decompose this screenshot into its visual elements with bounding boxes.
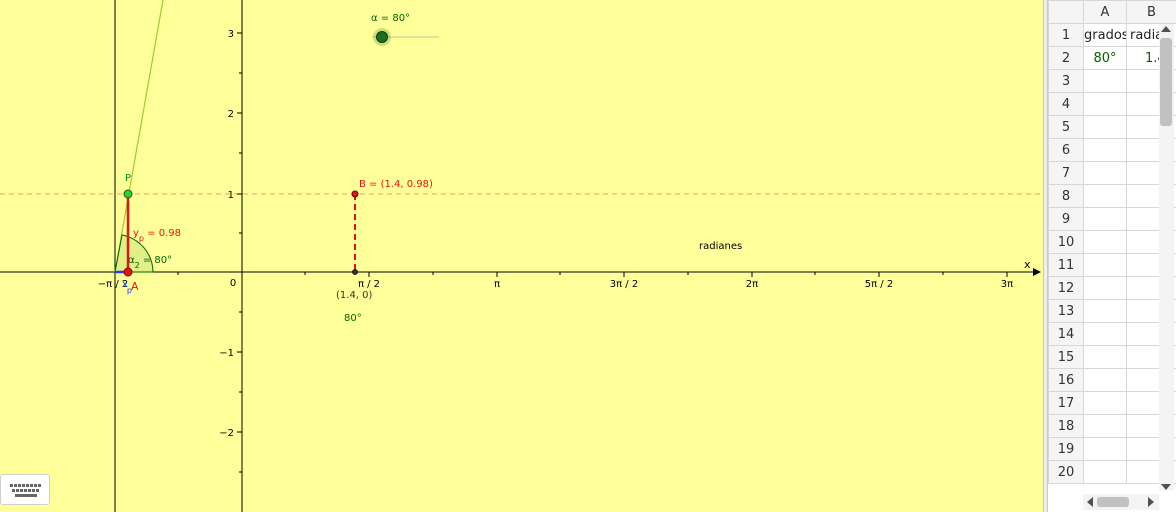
col-header-b[interactable]: B bbox=[1126, 0, 1176, 24]
row-header[interactable]: 5 bbox=[1048, 115, 1084, 139]
cell[interactable] bbox=[1083, 391, 1127, 415]
cell[interactable] bbox=[1083, 184, 1127, 208]
radianes-text: radianes bbox=[699, 241, 742, 252]
y-tick-label: −2 bbox=[219, 428, 234, 439]
cell-a1[interactable]: grados bbox=[1083, 23, 1127, 47]
x-tick-label: π bbox=[494, 279, 500, 290]
view-divider[interactable] bbox=[1043, 0, 1048, 512]
row-header[interactable]: 13 bbox=[1048, 299, 1084, 323]
slider-label: α = 80° bbox=[371, 13, 410, 24]
cell[interactable] bbox=[1083, 345, 1127, 369]
row-header[interactable]: 19 bbox=[1048, 437, 1084, 461]
cell[interactable] bbox=[1083, 322, 1127, 346]
slider-knob[interactable] bbox=[376, 31, 388, 43]
x-axis-arrow bbox=[1033, 268, 1041, 276]
x-tick-label: 3π bbox=[1001, 279, 1013, 290]
x-tick-label: π / 2 bbox=[358, 279, 380, 290]
cell[interactable] bbox=[1083, 368, 1127, 392]
cell[interactable] bbox=[1083, 92, 1127, 116]
row-header[interactable]: 8 bbox=[1048, 184, 1084, 208]
vertical-scrollbar[interactable] bbox=[1159, 24, 1174, 490]
x-tick-label: 0 bbox=[230, 278, 236, 289]
col-header-a[interactable]: A bbox=[1083, 0, 1127, 24]
scroll-left-icon[interactable] bbox=[1087, 497, 1093, 507]
cell[interactable] bbox=[1083, 276, 1127, 300]
yp-subscript: p bbox=[139, 234, 144, 243]
cell[interactable] bbox=[1083, 115, 1127, 139]
cell[interactable] bbox=[1083, 460, 1127, 484]
cell[interactable] bbox=[1083, 253, 1127, 277]
yp-label: yp = 0.98 bbox=[133, 228, 181, 243]
row-header[interactable]: 16 bbox=[1048, 368, 1084, 392]
point-p[interactable] bbox=[123, 189, 133, 199]
point-b[interactable] bbox=[351, 190, 359, 198]
row-header[interactable]: 2 bbox=[1048, 46, 1084, 70]
row-header[interactable]: 6 bbox=[1048, 138, 1084, 162]
row-header[interactable]: 18 bbox=[1048, 414, 1084, 438]
vertical-scroll-thumb[interactable] bbox=[1160, 38, 1172, 126]
row-header[interactable]: 12 bbox=[1048, 276, 1084, 300]
point-a[interactable] bbox=[123, 267, 133, 277]
xp-label: xp bbox=[122, 279, 132, 295]
cell[interactable] bbox=[1083, 414, 1127, 438]
cell-a2[interactable]: 80° bbox=[1083, 46, 1127, 70]
row-header[interactable]: 9 bbox=[1048, 207, 1084, 231]
y-ticks bbox=[237, 32, 242, 473]
x-tick-label: 3π / 2 bbox=[610, 279, 638, 290]
scroll-down-icon[interactable] bbox=[1161, 484, 1171, 490]
row-header[interactable]: 20 bbox=[1048, 460, 1084, 484]
foot-label: (1.4, 0) bbox=[336, 290, 373, 301]
graphics-view[interactable]: x −π / 2 0 π / 2 π 3π / 2 2π 5π / bbox=[0, 0, 1043, 512]
angle-sector bbox=[114, 234, 154, 273]
corner-cell[interactable] bbox=[1048, 0, 1084, 24]
row-header[interactable]: 4 bbox=[1048, 92, 1084, 116]
x-tick-label: 5π / 2 bbox=[865, 279, 893, 290]
point-foot[interactable] bbox=[352, 269, 358, 275]
y-tick-label: 3 bbox=[228, 29, 234, 40]
alpha2-label: α2 = 80° bbox=[128, 255, 172, 270]
angle-ray bbox=[114, 0, 164, 273]
y-tick-label: 1 bbox=[228, 190, 234, 201]
cell[interactable] bbox=[1083, 161, 1127, 185]
spreadsheet-grid: A B 1 grados radia 2 80° 1.4 3 4 5 6 7 8… bbox=[1048, 0, 1176, 484]
horizontal-scroll-thumb[interactable] bbox=[1097, 497, 1129, 507]
x-axis-label: x bbox=[1024, 258, 1031, 271]
point-a-label: A bbox=[131, 280, 139, 293]
row-header[interactable]: 1 bbox=[1048, 23, 1084, 47]
x-tick-label: −π / 2 bbox=[98, 279, 129, 290]
cell[interactable] bbox=[1083, 230, 1127, 254]
cell[interactable] bbox=[1083, 69, 1127, 93]
angle-value-text: 80° bbox=[344, 313, 362, 324]
keyboard-button[interactable] bbox=[0, 474, 50, 505]
scroll-up-icon[interactable] bbox=[1161, 26, 1171, 32]
keyboard-icon bbox=[9, 483, 43, 499]
point-b-label: B = (1.4, 0.98) bbox=[359, 179, 433, 190]
x-tick-label: 2π bbox=[746, 279, 758, 290]
y-tick-label: 2 bbox=[228, 109, 234, 120]
alpha2-subscript: 2 bbox=[135, 261, 140, 270]
xp-subscript: p bbox=[127, 286, 132, 295]
x-ticks bbox=[114, 272, 1008, 277]
row-header[interactable]: 10 bbox=[1048, 230, 1084, 254]
row-header[interactable]: 7 bbox=[1048, 161, 1084, 185]
y-tick-label: −1 bbox=[219, 348, 234, 359]
cell[interactable] bbox=[1083, 207, 1127, 231]
row-header[interactable]: 3 bbox=[1048, 69, 1084, 93]
point-p-label: P bbox=[125, 173, 131, 184]
row-header[interactable]: 17 bbox=[1048, 391, 1084, 415]
row-header[interactable]: 14 bbox=[1048, 322, 1084, 346]
cell[interactable] bbox=[1083, 299, 1127, 323]
scroll-right-icon[interactable] bbox=[1148, 497, 1154, 507]
row-header[interactable]: 15 bbox=[1048, 345, 1084, 369]
cell[interactable] bbox=[1083, 437, 1127, 461]
row-header[interactable]: 11 bbox=[1048, 253, 1084, 277]
spreadsheet-view[interactable]: A B 1 grados radia 2 80° 1.4 3 4 5 6 7 8… bbox=[1048, 0, 1176, 512]
cell[interactable] bbox=[1083, 138, 1127, 162]
